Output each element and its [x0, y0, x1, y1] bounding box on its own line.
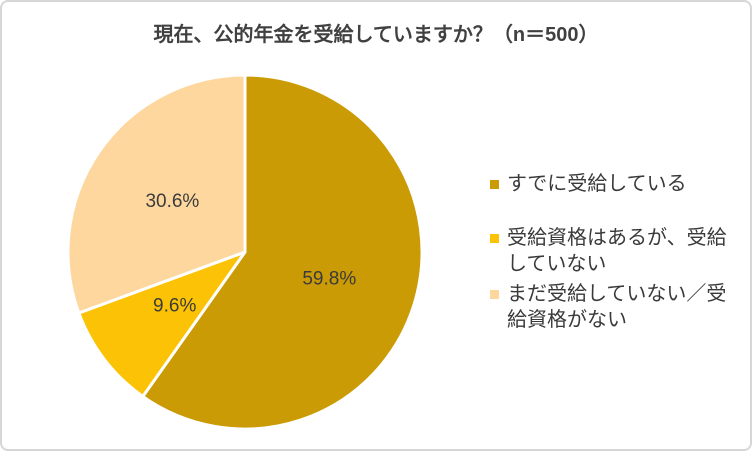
pie-slice-value-label: 9.6%: [153, 295, 196, 316]
legend-item-already-receiving: すでに受給している: [490, 171, 744, 197]
legend-label: 受給資格はあるが、受給していない: [507, 227, 727, 275]
legend-item-eligible-not-receiving: 受給資格はあるが、受給していない: [490, 225, 744, 277]
legend-label: すでに受給している: [507, 173, 687, 195]
pie-slice-value-label: 59.8%: [302, 268, 356, 289]
legend: すでに受給している 受給資格はあるが、受給していない まだ受給していない／受給資…: [490, 171, 744, 333]
pie-slice-value-label: 30.6%: [145, 191, 199, 212]
legend-swatch-icon: [490, 234, 499, 243]
pie-slice-3: [66, 73, 247, 315]
legend-item-not-yet-receiving: まだ受給していない／受給資格がない: [490, 281, 744, 333]
chart-title: 現在、公的年金を受給していますか？（n＝500）: [153, 24, 599, 46]
pie-slice-2: [77, 250, 247, 398]
legend-swatch-icon: [490, 180, 499, 189]
pie-slices: 59.8% 9.6% 30.6%: [66, 73, 424, 431]
legend-label: まだ受給していない／受給資格がない: [507, 283, 727, 331]
pie-slice-1: [141, 73, 424, 431]
legend-swatch-icon: [490, 290, 499, 299]
